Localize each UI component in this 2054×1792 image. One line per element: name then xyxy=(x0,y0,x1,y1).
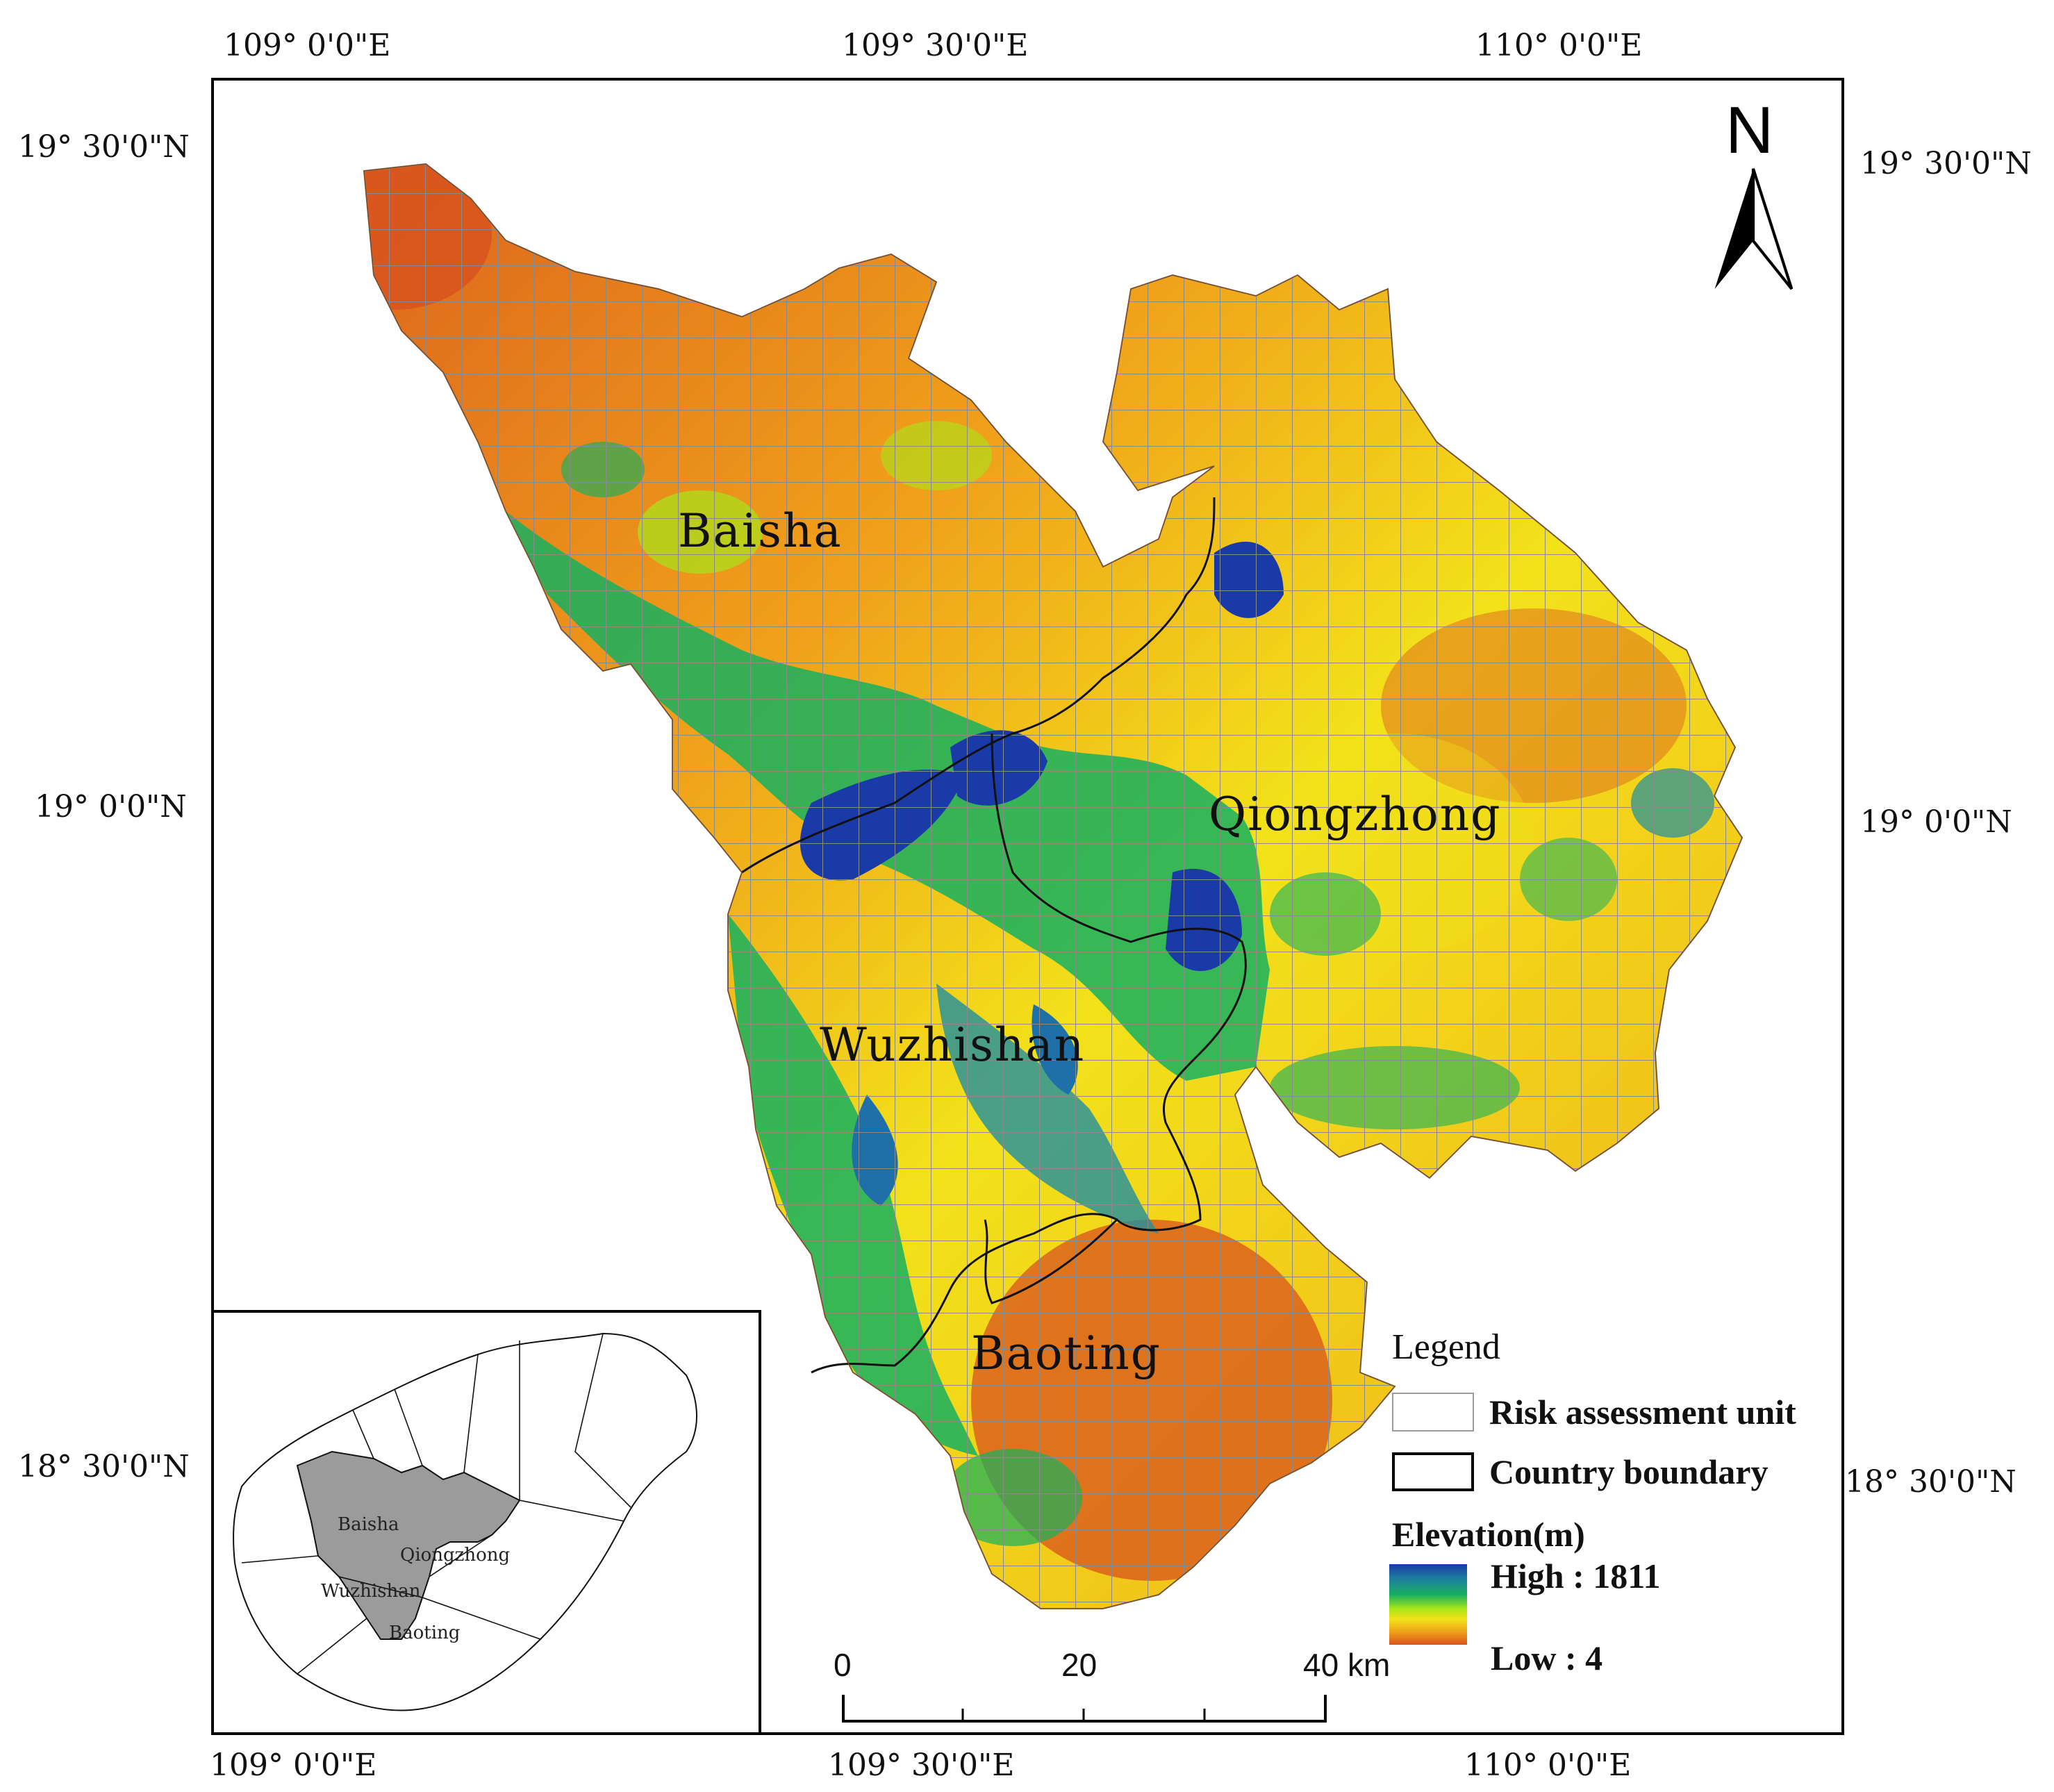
inset-label-qiongzhong: Qiongzhong xyxy=(400,1545,511,1566)
elevation-color-ramp xyxy=(1389,1564,1467,1645)
label-baisha: Baisha xyxy=(678,504,843,558)
county-boundary-label: Country boundary xyxy=(1489,1452,1769,1491)
scale-label-0: 0 xyxy=(834,1647,852,1683)
north-arrow-label: N xyxy=(1725,93,1774,167)
coord-top-lon-1: 109° 0'0"E xyxy=(224,28,391,63)
study-outline xyxy=(363,163,1743,1609)
legend-risk-unit: Risk assessment unit xyxy=(1392,1392,1796,1432)
scale-label-40km: 40 km xyxy=(1303,1647,1391,1683)
coord-left-lat-3: 18° 30'0"N xyxy=(18,1449,190,1484)
county-boundary-swatch xyxy=(1392,1452,1474,1491)
hainan-outline xyxy=(233,1332,697,1711)
elevation-high-label: High : 1811 xyxy=(1491,1557,1661,1595)
coord-left-lat-1: 19° 30'0"N xyxy=(18,129,190,165)
coord-top-lon-3: 110° 0'0"E xyxy=(1475,28,1643,63)
inset-label-wuzhishan: Wuzhishan xyxy=(321,1581,421,1602)
label-qiongzhong: Qiongzhong xyxy=(1209,788,1502,841)
scale-bar xyxy=(842,1695,1327,1723)
coord-top-lon-2: 109° 30'0"E xyxy=(842,28,1029,63)
risk-unit-swatch xyxy=(1392,1393,1474,1432)
coord-right-lat-2: 19° 0'0"N xyxy=(1860,804,2012,840)
legend-county-boundary: Country boundary xyxy=(1392,1452,1769,1492)
risk-unit-label: Risk assessment unit xyxy=(1489,1393,1796,1432)
county-boundaries xyxy=(741,497,1247,1374)
legend-title: Legend xyxy=(1392,1327,1500,1367)
label-wuzhishan: Wuzhishan xyxy=(820,1018,1086,1072)
inset-label-baisha: Baisha xyxy=(338,1514,399,1535)
coord-bottom-lon-2: 109° 30'0"E xyxy=(828,1748,1015,1783)
scale-label-20: 20 xyxy=(1061,1647,1098,1683)
coord-right-lat-3: 18° 30'0"N xyxy=(1845,1464,2016,1500)
inset-map: Baisha Qiongzhong Wuzhishan Baoting xyxy=(211,1310,761,1735)
coord-left-lat-2: 19° 0'0"N xyxy=(35,789,187,824)
coord-right-lat-1: 19° 30'0"N xyxy=(1860,146,2032,181)
elevation-title: Elevation(m) xyxy=(1392,1515,1585,1554)
north-arrow-icon xyxy=(1714,168,1794,290)
coord-bottom-lon-3: 110° 0'0"E xyxy=(1464,1748,1632,1783)
elevation-low-label: Low : 4 xyxy=(1491,1638,1603,1677)
coord-bottom-lon-1: 109° 0'0"E xyxy=(210,1748,377,1783)
label-baoting: Baoting xyxy=(971,1327,1161,1380)
inset-label-baoting: Baoting xyxy=(389,1623,461,1643)
